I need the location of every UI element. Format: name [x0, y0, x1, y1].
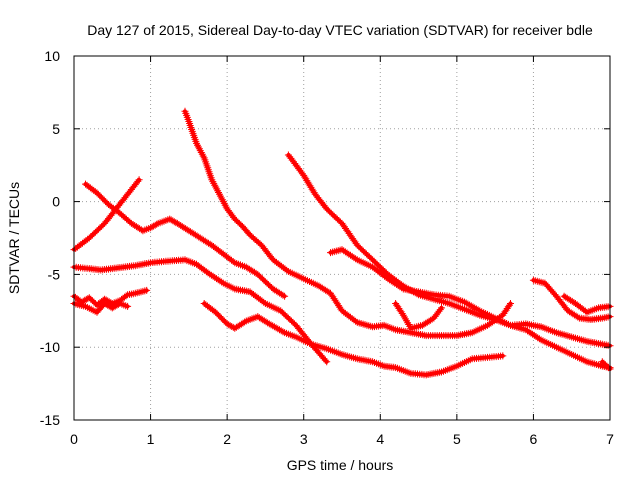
y-tick-label: 0: [52, 194, 60, 210]
y-tick-label: -15: [40, 412, 60, 428]
series-markers: [392, 300, 445, 332]
data-series-7: [200, 300, 507, 379]
x-tick-label: 3: [300, 431, 308, 447]
data-traces: [70, 107, 614, 379]
x-tick-label: 0: [70, 431, 78, 447]
x-tick-label: 1: [147, 431, 155, 447]
data-series-13: [598, 358, 614, 373]
x-tick-label: 7: [606, 431, 614, 447]
x-axis-label: GPS time / hours: [287, 457, 394, 473]
data-series-2: [82, 180, 289, 300]
x-tick-label: 4: [376, 431, 384, 447]
grid-lines: [74, 56, 610, 420]
x-tick-label: 6: [530, 431, 538, 447]
series-markers: [529, 276, 614, 323]
data-series-12: [560, 292, 614, 316]
series-markers: [327, 246, 614, 372]
y-tick-label: 5: [52, 121, 60, 137]
data-series-1: [70, 176, 143, 254]
plot-frame: [73, 55, 611, 421]
x-tick-label: 5: [453, 431, 461, 447]
y-tick-label: -10: [40, 339, 60, 355]
series-markers: [70, 176, 143, 254]
y-tick-label: -5: [48, 266, 61, 282]
series-markers: [560, 292, 614, 316]
y-axis-label: SDTVAR / TECUs: [6, 182, 22, 294]
series-markers: [200, 300, 507, 379]
series-markers: [181, 107, 514, 340]
data-series-9: [327, 246, 614, 372]
series-line: [72, 177, 142, 252]
x-tick-label: 2: [223, 431, 231, 447]
chart-title: Day 127 of 2015, Sidereal Day-to-day VTE…: [87, 22, 593, 38]
y-tick-label: 10: [44, 48, 60, 64]
data-series-11: [529, 276, 614, 323]
data-series-4: [181, 107, 514, 340]
series-markers: [82, 180, 289, 300]
axis-ticks: 0 1 2 3 4 5 6 7 -15 -10 -5 0 5 10: [40, 48, 614, 447]
data-series-10: [392, 300, 445, 332]
data-series-3: [70, 256, 331, 366]
